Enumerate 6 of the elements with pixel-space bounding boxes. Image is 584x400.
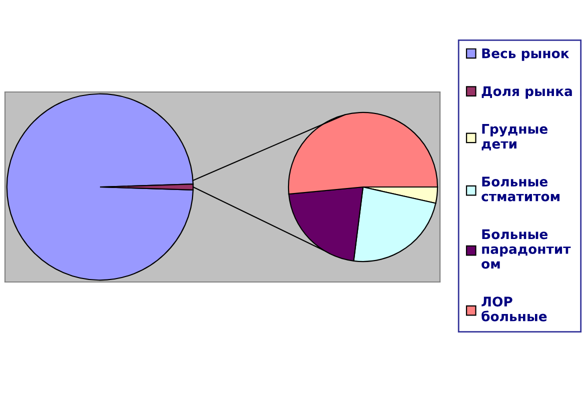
- legend-label: Грудные дети: [482, 124, 548, 150]
- legend-label: Больные стматитом: [482, 176, 560, 202]
- legend-label: Доля рынка: [482, 86, 572, 99]
- legend-label: Весь рынок: [482, 48, 570, 61]
- legend-label: ЛОР больные: [482, 296, 547, 322]
- legend-label: Больные парадонтитом: [482, 229, 571, 269]
